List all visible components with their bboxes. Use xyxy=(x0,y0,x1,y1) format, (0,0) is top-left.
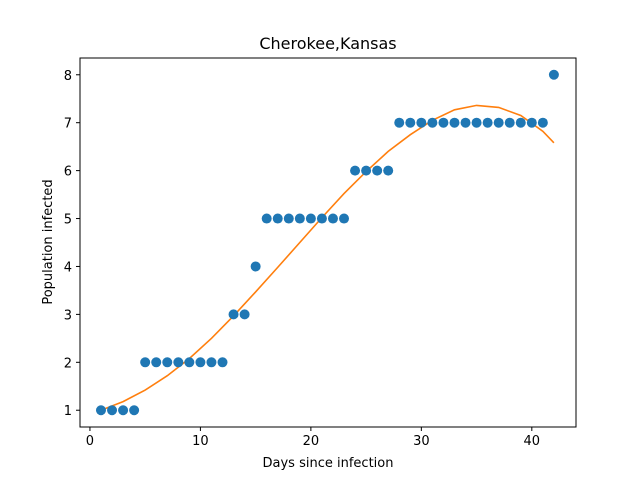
y-tick-label: 5 xyxy=(64,213,72,228)
data-point xyxy=(504,117,515,128)
data-point xyxy=(427,117,438,128)
x-tick-label: 10 xyxy=(192,434,209,449)
y-tick-label: 2 xyxy=(64,356,72,371)
data-point xyxy=(327,213,338,224)
data-point xyxy=(129,405,140,416)
data-point xyxy=(272,213,283,224)
y-tick-label: 3 xyxy=(64,308,72,323)
y-axis: 1 2 3 4 5 6 7 8 xyxy=(64,69,80,419)
data-point xyxy=(372,165,383,176)
data-point xyxy=(350,165,361,176)
data-point xyxy=(95,405,106,416)
chart-title: Cherokee,Kansas xyxy=(259,34,396,53)
y-tick-label: 8 xyxy=(64,69,72,84)
data-point xyxy=(394,117,405,128)
data-point xyxy=(449,117,460,128)
data-point xyxy=(195,357,206,368)
data-point xyxy=(361,165,372,176)
data-point xyxy=(526,117,537,128)
data-point xyxy=(493,117,504,128)
x-axis-label: Days since infection xyxy=(263,456,394,471)
data-point xyxy=(515,117,526,128)
y-tick-label: 6 xyxy=(64,165,72,180)
x-axis: 0 10 20 30 40 xyxy=(86,427,540,449)
data-point xyxy=(383,165,394,176)
x-tick-label: 30 xyxy=(413,434,430,449)
data-point xyxy=(228,309,239,320)
data-point xyxy=(548,69,559,80)
data-point xyxy=(294,213,305,224)
data-point xyxy=(416,117,427,128)
plot-area xyxy=(79,57,577,428)
data-point xyxy=(162,357,173,368)
data-point xyxy=(339,213,350,224)
x-tick-label: 40 xyxy=(524,434,541,449)
y-axis-label: Population infected xyxy=(41,179,56,304)
data-point xyxy=(305,213,316,224)
data-point xyxy=(482,117,493,128)
data-point xyxy=(405,117,416,128)
data-point xyxy=(250,261,261,272)
y-tick-label: 7 xyxy=(64,117,72,132)
data-point xyxy=(438,117,449,128)
data-point xyxy=(184,357,195,368)
x-tick-label: 0 xyxy=(86,434,94,449)
x-tick-label: 20 xyxy=(303,434,320,449)
data-point xyxy=(151,357,162,368)
scatter-series xyxy=(95,69,559,416)
data-point xyxy=(107,405,118,416)
data-point xyxy=(173,357,184,368)
data-point xyxy=(118,405,129,416)
data-point xyxy=(460,117,471,128)
data-point xyxy=(471,117,482,128)
data-point xyxy=(316,213,327,224)
data-point xyxy=(239,309,250,320)
y-tick-label: 1 xyxy=(64,404,72,419)
data-point xyxy=(206,357,217,368)
data-point xyxy=(537,117,548,128)
data-point xyxy=(283,213,294,224)
data-point xyxy=(261,213,272,224)
data-point xyxy=(217,357,228,368)
y-tick-label: 4 xyxy=(64,260,72,275)
data-point xyxy=(140,357,151,368)
